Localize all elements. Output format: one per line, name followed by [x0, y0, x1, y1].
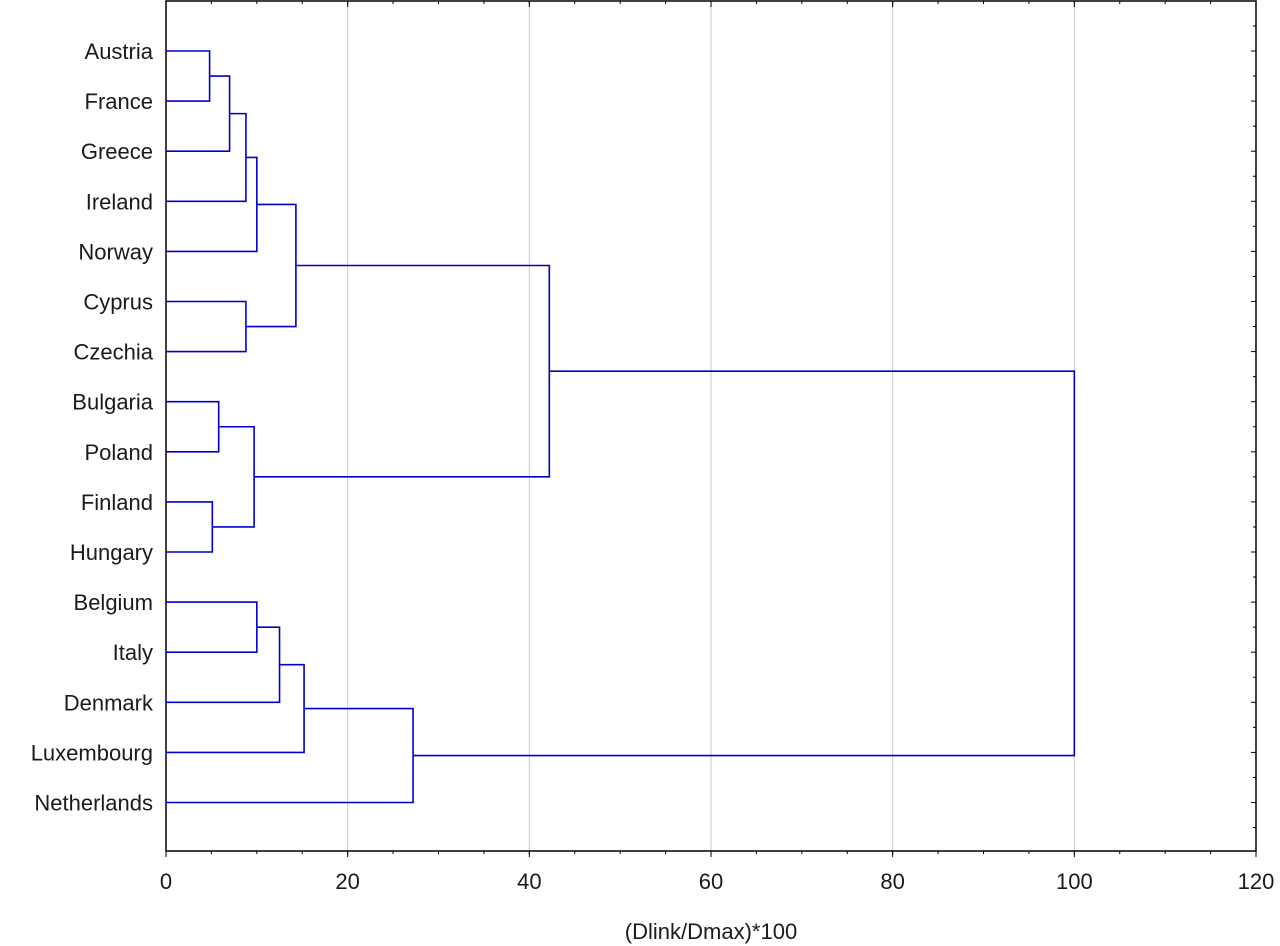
link-c3	[166, 112, 247, 203]
leaf-label: Denmark	[64, 690, 154, 715]
leaf-label: Cyprus	[83, 290, 153, 315]
leaf-label: Netherlands	[34, 791, 153, 816]
leaf-label: Greece	[81, 139, 153, 164]
x-tick-label: 40	[517, 869, 541, 894]
link-c2	[166, 75, 231, 152]
leaf-label: Bulgaria	[72, 390, 153, 415]
x-tick-label: 100	[1056, 869, 1093, 894]
link-c7	[166, 400, 220, 453]
leaf-label: Italy	[113, 640, 153, 665]
link-c15	[413, 370, 1076, 757]
x-axis-title: (Dlink/Dmax)*100	[625, 919, 797, 944]
x-tick-label: 80	[880, 869, 904, 894]
leaf-label: Czechia	[74, 340, 154, 365]
dendrogram-links	[166, 50, 1076, 804]
leaf-label: Belgium	[74, 590, 153, 615]
link-c9	[212, 425, 255, 528]
link-c4	[166, 156, 258, 253]
leaf-label: Poland	[84, 440, 153, 465]
axis-ticks	[165, 1, 1257, 857]
x-tick-label: 0	[160, 869, 172, 894]
leaf-label: Ireland	[86, 189, 153, 214]
link-c8	[166, 501, 214, 553]
x-tick-label: 60	[699, 869, 723, 894]
link-c11	[166, 601, 258, 653]
leaf-label: Austria	[85, 39, 154, 64]
link-c13	[166, 663, 305, 754]
leaf-label: Hungary	[70, 540, 153, 565]
x-tick-label: 20	[335, 869, 359, 894]
x-tick-labels: 0 20 40 60 80 100 120	[160, 869, 1274, 894]
leaf-labels: Austria France Greece Ireland Norway Cyprus Cz…	[31, 39, 154, 816]
leaf-label: Luxembourg	[31, 740, 153, 765]
x-tick-label: 120	[1238, 869, 1275, 894]
link-c14	[166, 707, 414, 804]
grid-lines	[347, 1, 1075, 851]
leaf-label: Norway	[78, 239, 153, 264]
leaf-label: Finland	[81, 490, 153, 515]
link-c5	[166, 300, 247, 353]
link-c6	[245, 203, 297, 328]
link-c10	[254, 264, 551, 478]
leaf-label: France	[85, 89, 153, 114]
link-c12	[166, 626, 281, 704]
link-c1	[166, 50, 211, 102]
